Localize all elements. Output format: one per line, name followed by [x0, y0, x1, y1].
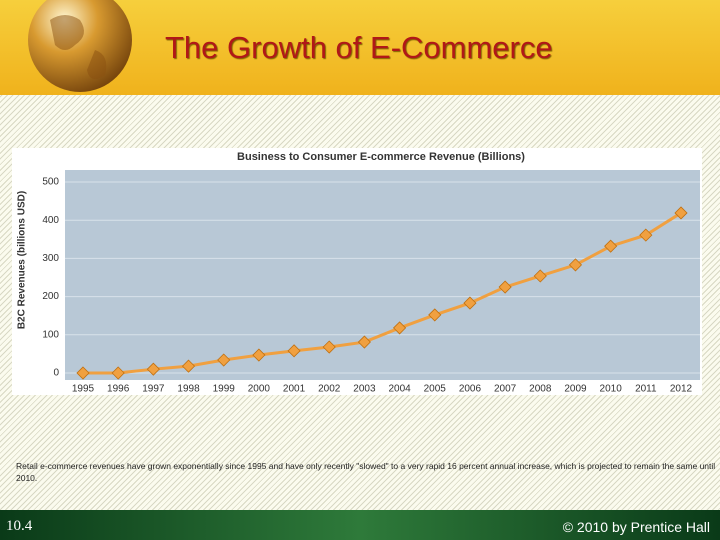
footer: 10.4 © 2010 by Prentice Hall	[0, 510, 720, 540]
x-tick-label: 2006	[459, 384, 482, 395]
y-tick-label: 200	[42, 291, 59, 302]
data-point	[498, 280, 512, 294]
x-tick-label: 1999	[213, 384, 236, 395]
data-point	[322, 340, 336, 354]
data-point	[111, 366, 125, 380]
data-point	[357, 335, 371, 349]
x-tick-label: 2003	[353, 384, 376, 395]
slide-title: The Growth of E-Commerce	[165, 30, 553, 65]
data-point	[604, 239, 618, 253]
x-tick-label: 2001	[283, 384, 306, 395]
data-point	[76, 366, 90, 380]
x-tick-label: 2000	[248, 384, 271, 395]
slide-number: 10.4	[6, 518, 33, 534]
x-tick-label: 1996	[107, 384, 130, 395]
y-tick-label: 0	[53, 368, 59, 379]
data-point	[252, 348, 266, 362]
x-tick-label: 1997	[142, 384, 165, 395]
x-tick-label: 2004	[388, 384, 411, 395]
data-point	[287, 344, 301, 358]
x-tick-label: 1995	[72, 384, 95, 395]
data-point	[568, 258, 583, 272]
x-tick-label: 1998	[177, 384, 200, 395]
plot-area	[65, 170, 700, 380]
header: The Growth of E-Commerce	[0, 0, 720, 95]
x-tick-label: 2010	[600, 384, 623, 395]
data-point	[428, 308, 442, 322]
data-point	[393, 321, 407, 335]
data-point	[181, 359, 196, 373]
x-tick-label: 2002	[318, 384, 341, 395]
x-tick-label: 2009	[564, 384, 587, 395]
y-tick-label: 100	[42, 329, 59, 340]
y-tick-label: 300	[42, 253, 59, 264]
x-tick-label: 2012	[670, 384, 693, 395]
globe-icon	[28, 0, 132, 92]
x-tick-label: 2008	[529, 384, 552, 395]
data-point	[146, 362, 160, 376]
copyright: © 2010 by Prentice Hall	[562, 519, 710, 535]
data-point	[463, 296, 477, 310]
x-tick-label: 2005	[424, 384, 447, 395]
data-point	[217, 353, 231, 367]
data-point	[639, 228, 653, 242]
data-point	[533, 269, 547, 283]
x-tick-label: 2011	[635, 384, 657, 395]
x-tick-label: 2007	[494, 384, 517, 395]
y-tick-label: 500	[42, 177, 59, 188]
caption: Retail e-commerce revenues have grown ex…	[16, 461, 716, 483]
y-tick-label: 400	[42, 215, 59, 226]
y-axis-label: B2C Revenues (billions USD)	[17, 191, 28, 329]
data-point	[674, 206, 688, 220]
chart-title: Business to Consumer E-commerce Revenue …	[237, 151, 525, 163]
